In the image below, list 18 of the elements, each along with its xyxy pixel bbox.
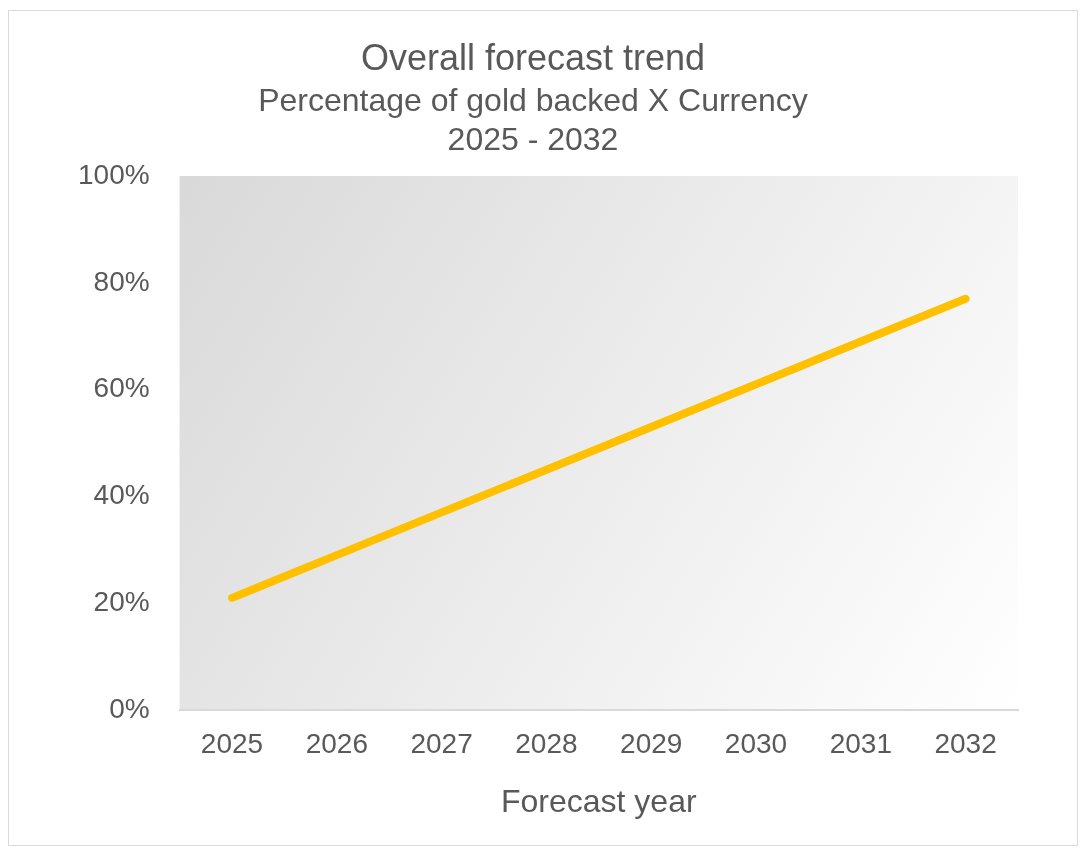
x-tick-label: 2027 [410, 727, 473, 759]
x-tick-label: 2032 [934, 727, 997, 759]
x-axis-title: Forecast year [500, 782, 697, 819]
x-tick-label: 2025 [200, 727, 264, 759]
y-tick-label: 60% [93, 372, 150, 404]
x-tick-label: 2026 [305, 727, 368, 759]
y-tick-label: 100% [77, 158, 150, 190]
x-tick-label: 2029 [620, 727, 683, 759]
y-tick-label: 20% [93, 585, 150, 617]
text: Percentage of gold backed X Currency [258, 82, 808, 119]
chart-title: Overall forecast trend [360, 36, 706, 78]
y-tick-label: 80% [93, 265, 150, 297]
x-tick-label: 2031 [829, 727, 892, 759]
y-tick-label: 0% [109, 692, 150, 724]
text: 2025 - 2032 [447, 120, 619, 157]
x-tick-label: 2028 [515, 727, 578, 759]
y-tick-label: 40% [93, 479, 150, 511]
x-tick-label: 2030 [724, 727, 788, 759]
